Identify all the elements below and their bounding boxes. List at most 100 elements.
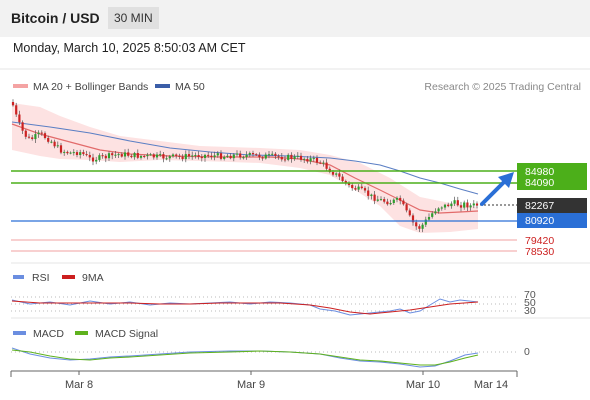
candle-body [402,200,405,205]
candle-body [367,190,370,196]
candle-body [357,186,360,190]
resistance-tag [517,163,587,190]
candle-body [315,157,319,163]
candle-body [322,162,325,164]
candle-body [239,153,242,158]
support-2-value: 78530 [525,246,554,258]
candle-body [325,162,328,169]
instrument-title: Bitcoin / USD [11,10,100,26]
candle-body [447,204,450,207]
candle-body [472,203,475,206]
candle-body [431,213,434,217]
candle-body [229,155,232,159]
candle-body [267,154,271,156]
macd-zero-tick: 0 [524,346,530,358]
candle-body [389,203,392,205]
candle-body [463,202,466,208]
candle-body [79,152,82,155]
candle-body [437,208,440,212]
candle-body [418,226,421,229]
x-label-mar9: Mar 9 [237,379,265,391]
candle-body [232,154,235,159]
resistance-2-value: 84980 [525,166,554,178]
candle-body [21,122,24,131]
candle-body [191,155,194,157]
candle-body [15,105,18,115]
candle-body [203,154,207,158]
candle-body [271,153,274,155]
candle-body [421,224,424,229]
candle-body [53,141,56,147]
candle-body [226,155,229,157]
candle-body [88,155,91,158]
candle-body [123,152,127,157]
candle-body [303,158,306,160]
header-bar: Bitcoin / USD 30 MIN [0,0,590,37]
candle-body [283,159,287,161]
candle-body [72,152,75,154]
candle-body [296,155,299,157]
candle-body [40,132,43,134]
candle-body [207,154,210,156]
candle-body [440,207,443,209]
candle-body [149,154,152,156]
candle-body [264,154,267,159]
candle-body [475,203,479,206]
candle-body [379,199,383,201]
candle-body [75,152,79,155]
candle-body [187,154,191,157]
candle-body [130,155,133,158]
candle-body [171,154,175,157]
candle-body [424,219,427,225]
candle-body [213,155,216,158]
ma50-legend-label: MA 50 [175,81,205,93]
candle-body [82,152,85,155]
candle-body [319,162,322,164]
ma50-line [11,121,479,195]
candle-body [376,199,379,201]
ma50-legend-swatch [155,84,170,88]
candle-body [159,154,162,156]
candle-body [56,145,59,147]
candle-body [120,154,123,157]
candle-body [383,199,386,202]
candle-body [287,154,290,160]
candle-body [277,155,280,157]
rsi-tick-70: 70 [524,289,536,301]
candle-body [111,153,114,156]
rsi-ma-legend-swatch [62,275,75,279]
candle-body [280,156,283,160]
support-1-value: 79420 [525,235,554,247]
candle-body [459,205,463,208]
rsi-tick-50: 50 [524,297,536,309]
candle-body [219,153,223,159]
candle-body [255,154,258,156]
candle-body [27,136,31,138]
candle-body [117,154,120,156]
candle-body [434,211,437,214]
rsi-ma-legend-label: 9MA [82,272,104,284]
rsi-tick-30: 30 [524,305,536,317]
x-label-mar8: Mar 8 [65,379,93,391]
candle-body [66,151,69,154]
candle-body [299,155,303,160]
candle-body [197,155,200,157]
candle-body [427,217,431,220]
candle-body [351,185,354,189]
candle-body [152,154,155,158]
timeframe-button[interactable]: 30 MIN [108,7,159,29]
rsi-line [11,298,479,316]
resistance-1-value: 84090 [525,177,554,189]
candle-body [258,154,261,158]
candle-body [200,156,203,159]
macd-legend-swatch [13,331,26,335]
macd-signal-legend-swatch [75,331,88,335]
candle-body [248,153,251,155]
candle-body [18,114,21,123]
x-label-mar14: Mar 14 [474,379,508,391]
candle-body [408,210,411,216]
last-price-value: 82267 [525,200,554,212]
bollinger-band [12,103,478,233]
candle-body [341,176,344,181]
candle-body [107,153,111,159]
